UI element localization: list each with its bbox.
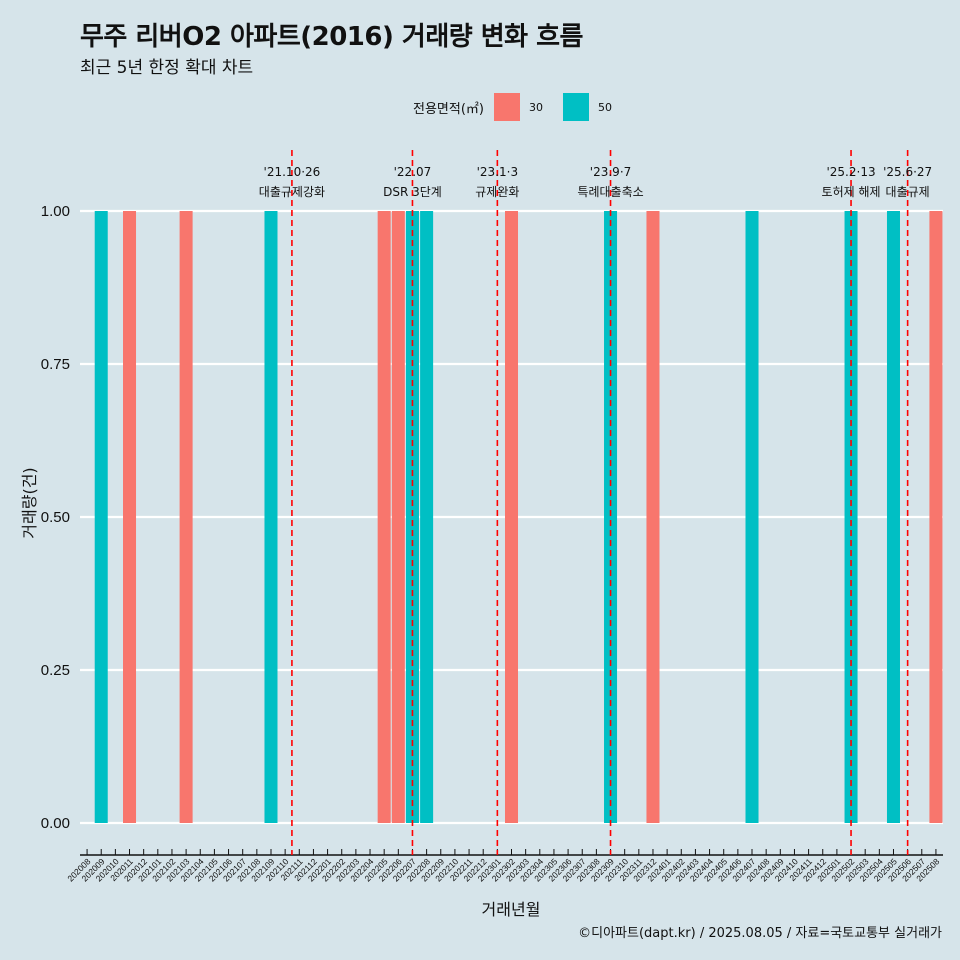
- y-axis-label: 거래량(건): [20, 467, 39, 539]
- event-date-5: '25.6·27: [883, 165, 932, 179]
- event-label-0: 대출규제강화: [259, 185, 325, 199]
- event-label-4: 토허제 해제: [822, 185, 881, 199]
- source-caption: ©디아파트(dapt.kr) / 2025.08.05 / 자료=국토교통부 실…: [578, 926, 942, 941]
- event-label-2: 규제완화: [475, 185, 519, 199]
- bar-50-202309: [604, 211, 618, 823]
- legend-item-50: 50: [562, 93, 624, 121]
- bar-50-202407: [745, 211, 759, 823]
- bar-50-202502: [844, 211, 858, 823]
- event-date-2: '23.1·3: [477, 165, 518, 179]
- legend-swatch-30: [493, 93, 520, 121]
- event-date-4: '25.2·13: [826, 165, 875, 179]
- bar-30-202302: [504, 211, 519, 823]
- y-tick-label: 0.50: [41, 509, 70, 526]
- chart-subtitle: 최근 5년 한정 확대 차트: [80, 58, 254, 78]
- legend-label-30: 30: [528, 100, 543, 114]
- legend-title: 전용면적(㎡): [413, 101, 484, 117]
- bar-50-202109: [264, 211, 278, 823]
- event-label-5: 대출규제: [886, 185, 930, 199]
- bar-50-202009: [94, 211, 108, 823]
- event-date-1: '22.07: [394, 165, 432, 179]
- y-tick-label: 0.00: [41, 815, 70, 832]
- event-label-3: 특례대출축소: [577, 185, 643, 199]
- bar-30-202312: [646, 211, 660, 823]
- bar-30-202011: [123, 211, 137, 823]
- bar-50-202208: [420, 211, 434, 823]
- bar-30-202206: [391, 211, 405, 823]
- legend: 전용면적(㎡) 30 50: [413, 93, 632, 121]
- bar-30-202508: [929, 211, 943, 823]
- bar-30-202205: [377, 211, 391, 823]
- y-tick-label: 0.75: [41, 356, 70, 373]
- x-axis-label: 거래년월: [481, 900, 541, 919]
- bar-50-202207: [405, 211, 419, 823]
- event-date-3: '23.9·7: [590, 165, 631, 179]
- y-tick-label: 0.25: [41, 662, 70, 679]
- legend-item-30: 30: [493, 93, 555, 121]
- bar-30-202103: [179, 211, 193, 823]
- legend-swatch-50: [562, 93, 589, 121]
- legend-label-50: 50: [597, 100, 612, 114]
- event-date-0: '21.10·26: [264, 165, 321, 179]
- bar-50-202505: [886, 211, 900, 823]
- chart-title: 무주 리버O2 아파트(2016) 거래량 변화 흐름: [80, 22, 583, 52]
- event-label-1: DSR 3단계: [383, 185, 442, 199]
- y-tick-label: 1.00: [41, 203, 70, 220]
